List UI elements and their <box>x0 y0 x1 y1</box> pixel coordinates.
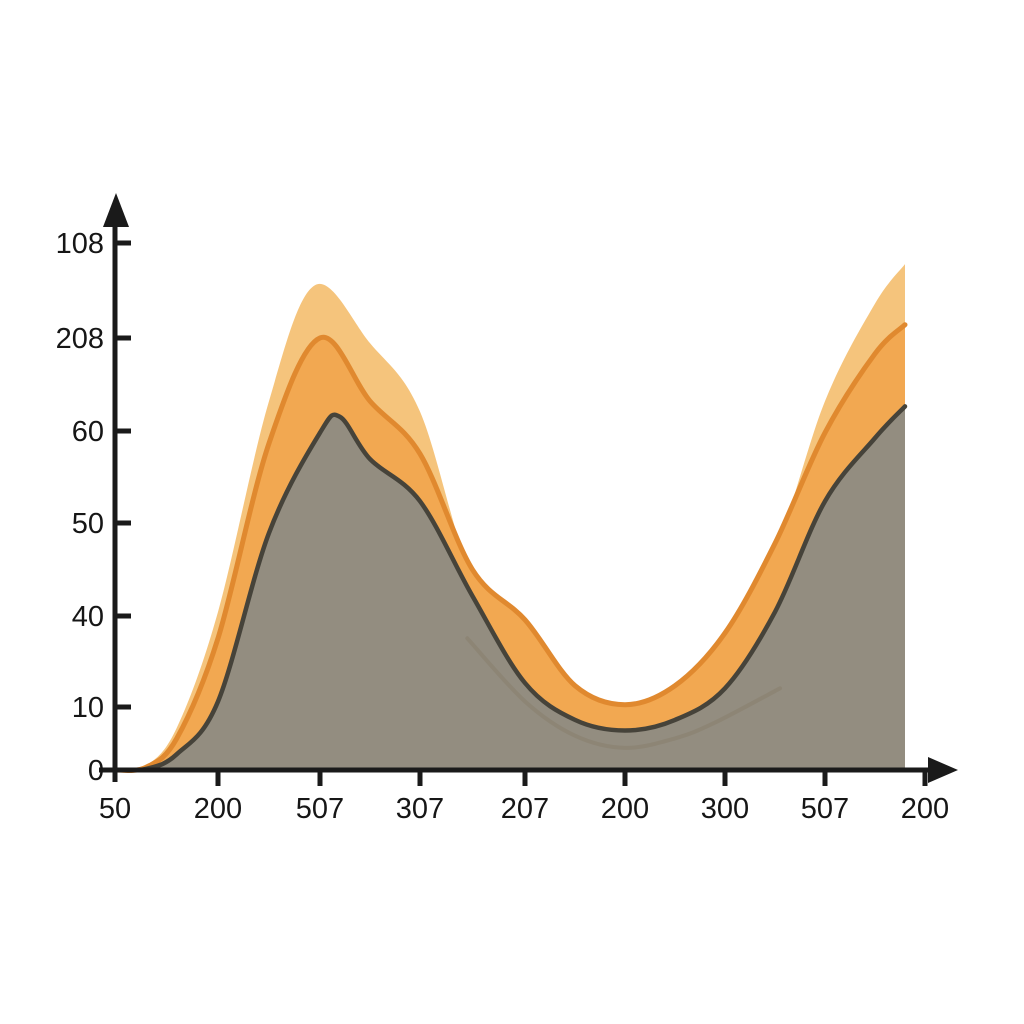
y-tick-label: 50 <box>72 508 104 540</box>
x-tick-label: 207 <box>501 793 549 825</box>
x-tick-label: 200 <box>601 793 649 825</box>
x-tick-label: 507 <box>296 793 344 825</box>
gray-band-fill <box>115 406 905 771</box>
x-tick-label: 307 <box>396 793 444 825</box>
mid-orange-band-outline <box>112 322 908 773</box>
x-tick-label: 507 <box>801 793 849 825</box>
y-tick-label: 10 <box>72 692 104 724</box>
y-tick-label: 40 <box>72 601 104 633</box>
y-tick-label: 0 <box>88 755 104 787</box>
x-tick-label: 300 <box>701 793 749 825</box>
ghost-arc-outline <box>465 636 782 750</box>
gray-band-outline <box>112 404 908 773</box>
x-tick-label: 200 <box>194 793 242 825</box>
y-tick-label: 108 <box>56 228 104 260</box>
x-axis-arrowhead-icon <box>928 757 958 783</box>
y-tick-label: 60 <box>72 416 104 448</box>
y-tick-label: 208 <box>56 323 104 355</box>
y-axis-arrowhead-icon <box>103 193 129 227</box>
x-tick-label: 50 <box>99 793 131 825</box>
x-tick-label: 200 <box>901 793 949 825</box>
